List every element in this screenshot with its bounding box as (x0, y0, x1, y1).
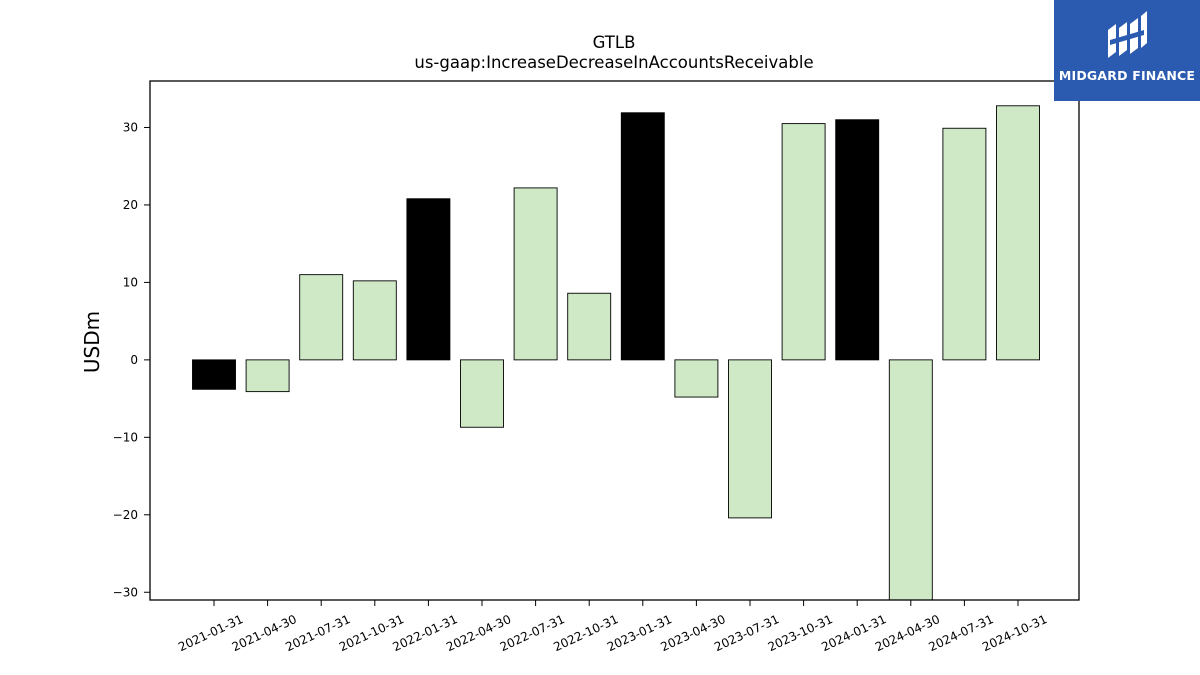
bar-2023-01-31 (620, 112, 665, 361)
bar-2021-10-31 (352, 280, 397, 361)
bar-2024-01-31 (835, 119, 880, 361)
plot-frame (149, 80, 1080, 601)
brand-logo: MIDGARD FINANCE (1054, 0, 1200, 101)
y-tick-label: −30 (113, 585, 138, 599)
y-tick-label: 0 (130, 353, 138, 367)
y-tick-label: 30 (123, 120, 138, 134)
logo-text: MIDGARD FINANCE (1058, 68, 1196, 83)
bar-2021-04-30 (245, 359, 290, 393)
y-tick-label: −10 (113, 430, 138, 444)
bar-2024-10-31 (996, 105, 1040, 361)
y-tick-label: 10 (123, 275, 138, 289)
bar-2022-01-31 (406, 198, 451, 361)
bars (192, 105, 1040, 601)
midgard-logo-icon (1108, 11, 1147, 58)
y-axis-label: USDm (80, 311, 104, 373)
bar-2022-07-31 (513, 187, 558, 361)
bar-2021-01-31 (192, 359, 236, 390)
y-tick-label: −20 (113, 508, 138, 522)
bar-2023-07-31 (728, 359, 772, 519)
y-axis-ticks: −30 −20 −10 0 10 20 30 (113, 120, 150, 599)
bar-2024-04-30 (888, 359, 933, 601)
y-tick-label: 20 (123, 198, 138, 212)
bar-2023-04-30 (674, 359, 719, 398)
bar-2022-04-30 (460, 359, 504, 428)
chart-title: GTLB (593, 33, 636, 52)
x-axis-ticks: 2021-01-312021-04-302021-07-312021-10-31… (176, 600, 1049, 654)
bar-2022-10-31 (567, 292, 612, 361)
bar-2023-10-31 (781, 123, 826, 361)
bar-2021-07-31 (299, 274, 344, 361)
bar-2024-07-31 (942, 127, 987, 361)
chart-subtitle: us-gaap:IncreaseDecreaseInAccountsReceiv… (414, 53, 813, 72)
